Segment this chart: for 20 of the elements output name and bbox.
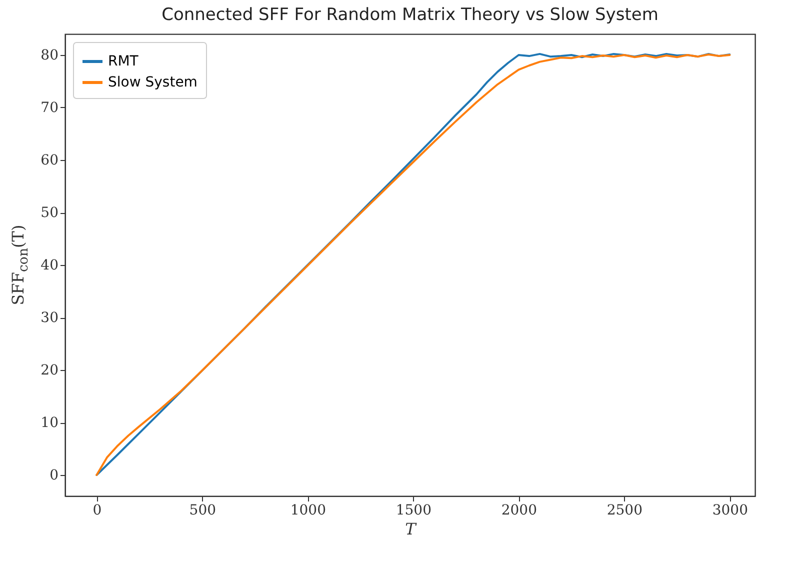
x-tick-label: 2500 [606,502,642,518]
y-tick-label: 20 [40,362,58,378]
legend-label: Slow System [108,74,198,90]
chart-title: Connected SFF For Random Matrix Theory vs Slow System [162,5,658,25]
x-axis-title: T [405,520,418,538]
y-tick-label: 30 [40,310,58,326]
legend-label: RMT [108,54,139,70]
y-tick-label: 60 [40,152,58,168]
y-tick-label: 10 [40,415,58,431]
y-tick-label: 0 [50,468,58,484]
y-tick-label: 70 [40,100,58,116]
y-tick-label: 80 [40,48,58,64]
y-tick-label: 40 [40,258,58,274]
x-tick-label: 1000 [290,502,326,518]
x-tick-label: 2000 [501,502,537,518]
x-tick-label: 1500 [396,502,432,518]
x-tick-label: 0 [92,502,102,518]
y-tick-label: 50 [40,205,58,221]
x-tick-label: 3000 [712,502,748,518]
x-tick-label: 500 [189,502,216,518]
